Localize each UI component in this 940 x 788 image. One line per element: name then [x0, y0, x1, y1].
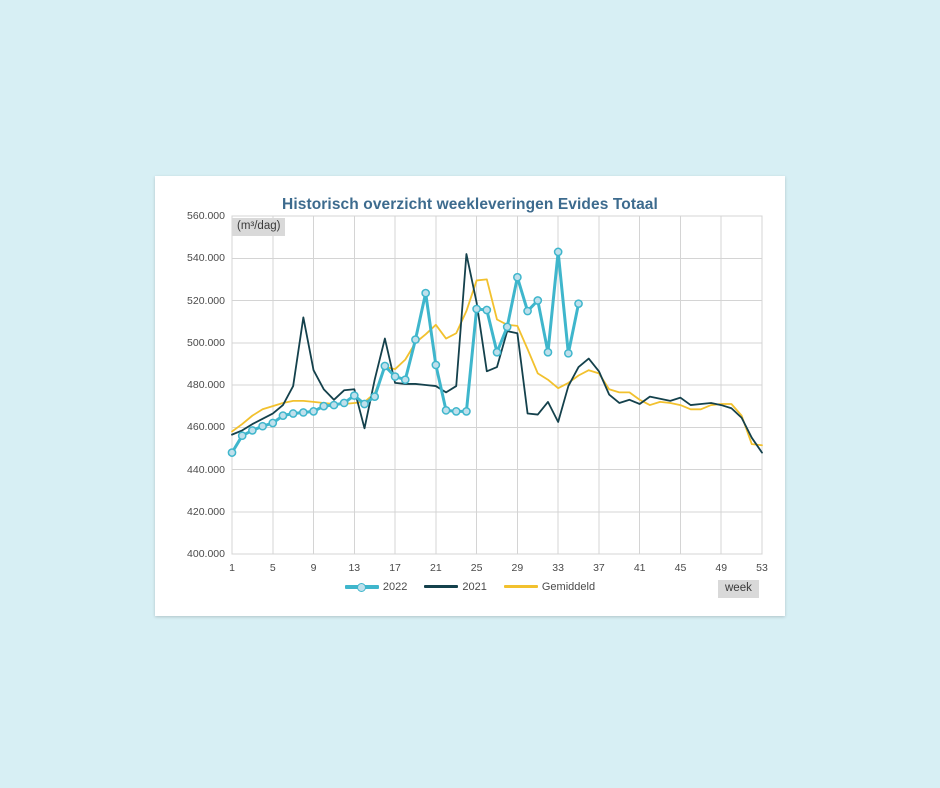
x-tick-label: 37 — [593, 562, 605, 574]
chart-legend: 2022 2021 Gemiddeld — [155, 581, 785, 593]
legend-item-gemiddeld[interactable]: Gemiddeld — [503, 581, 596, 593]
legend-label: Gemiddeld — [541, 581, 596, 593]
x-tick-label: 21 — [430, 562, 442, 574]
legend-swatch-icon — [344, 581, 379, 593]
series-gemiddeld — [231, 278, 763, 447]
y-axis-tick-labels: 560.000 540.000 520.000 500.000 480.000 460.0… — [173, 176, 225, 616]
y-tick-label: 560.000 — [187, 210, 225, 222]
x-tick-label: 49 — [715, 562, 728, 574]
plot-border — [231, 215, 763, 555]
legend-label: 2022 — [382, 581, 408, 593]
y-tick-label: 460.000 — [187, 421, 225, 434]
y-axis-unit-badge: (m³/dag) — [232, 218, 286, 237]
x-tick-label: 1 — [229, 562, 235, 574]
series-2021 — [231, 253, 763, 454]
y-tick-label: 540.000 — [187, 252, 225, 265]
y-tick-label: 520.000 — [187, 294, 225, 307]
x-tick-label: 41 — [633, 562, 646, 574]
y-tick-label: 440.000 — [187, 463, 225, 476]
x-tick-label: 45 — [674, 562, 687, 574]
legend-item-2021[interactable]: 2021 — [424, 581, 487, 593]
legend-label: 2021 — [462, 581, 487, 593]
x-tick-label: 5 — [269, 562, 276, 574]
chart-card: Historisch overzicht weekleveringen Evid… — [155, 176, 785, 616]
x-tick-label: 13 — [348, 562, 361, 574]
y-tick-label: 400.000 — [187, 548, 225, 560]
x-tick-label: 17 — [389, 562, 401, 574]
legend-swatch-icon — [503, 581, 538, 593]
x-tick-label: 33 — [552, 562, 564, 574]
x-tick-label: 29 — [511, 562, 524, 574]
y-tick-label: 420.000 — [187, 505, 225, 518]
x-tick-label: 25 — [470, 562, 483, 574]
legend-item-2022[interactable]: 2022 — [344, 581, 408, 593]
x-tick-label: 53 — [756, 562, 768, 574]
y-tick-label: 500.000 — [187, 336, 225, 349]
chart-title: Historisch overzicht weekleveringen Evid… — [282, 196, 658, 213]
x-axis-week-badge: week — [718, 580, 759, 599]
plot-area-wrapper — [155, 176, 785, 616]
legend-swatch-icon — [424, 581, 459, 593]
y-tick-label: 480.000 — [187, 379, 225, 391]
chart-plot — [227, 215, 763, 555]
x-tick-label: 9 — [310, 562, 317, 574]
series-2022 — [227, 247, 583, 457]
